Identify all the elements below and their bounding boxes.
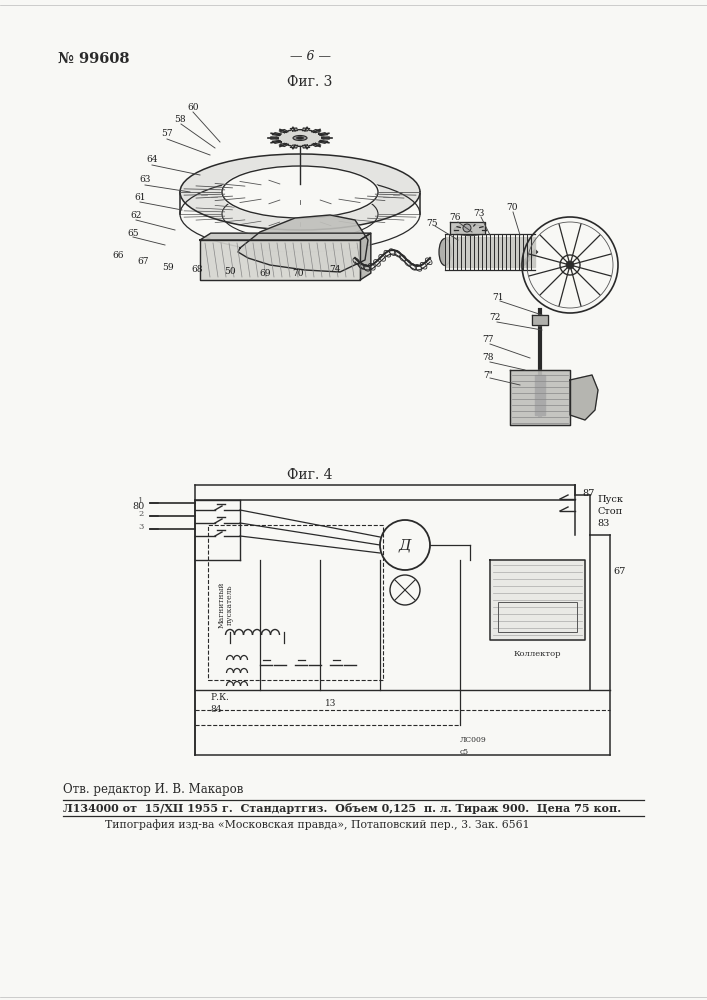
Bar [498, 602, 577, 632]
Text: Фиг. 4: Фиг. 4 [287, 468, 333, 482]
Text: 77: 77 [482, 336, 493, 344]
Text: Р.К.: Р.К. [210, 693, 229, 702]
Text: 7": 7" [483, 370, 493, 379]
Ellipse shape [220, 165, 380, 219]
Ellipse shape [293, 135, 307, 140]
Text: 80: 80 [133, 502, 145, 511]
Text: 74: 74 [329, 264, 341, 273]
Polygon shape [279, 130, 288, 133]
Text: 61: 61 [134, 194, 146, 202]
Text: — 6 —: — 6 — [289, 50, 330, 63]
Text: Отв. редактор И. В. Макаров: Отв. редактор И. В. Макаров [63, 783, 243, 796]
Text: Типография изд-ва «Московская правда», Потаповский пер., 3. Зак. 6561: Типография изд-ва «Московская правда», П… [105, 819, 530, 830]
Text: пускатель: пускатель [226, 585, 234, 625]
Text: 62: 62 [130, 211, 141, 220]
Text: 76: 76 [449, 214, 461, 223]
Polygon shape [322, 137, 329, 139]
Polygon shape [535, 375, 545, 415]
Polygon shape [312, 130, 321, 133]
Polygon shape [200, 233, 370, 240]
Text: Фиг. 3: Фиг. 3 [287, 75, 333, 89]
Text: 3: 3 [138, 523, 144, 531]
Ellipse shape [296, 137, 303, 139]
Text: 13: 13 [325, 699, 337, 708]
Text: 72: 72 [489, 314, 501, 322]
Text: 60: 60 [187, 103, 199, 111]
Polygon shape [312, 143, 321, 146]
Polygon shape [532, 315, 548, 325]
Text: 67: 67 [613, 566, 626, 576]
Polygon shape [272, 140, 281, 143]
Text: 1: 1 [138, 497, 144, 505]
Polygon shape [510, 370, 570, 425]
Text: 84: 84 [210, 705, 221, 714]
Text: 83: 83 [597, 518, 609, 528]
Text: Пуск: Пуск [597, 494, 623, 504]
Polygon shape [360, 233, 370, 280]
Polygon shape [238, 215, 368, 272]
Ellipse shape [180, 154, 420, 230]
Text: 69: 69 [259, 268, 271, 277]
Text: 65: 65 [127, 229, 139, 237]
Text: 2: 2 [138, 510, 144, 518]
Text: 64: 64 [146, 155, 158, 164]
Text: 70: 70 [506, 204, 518, 213]
Text: Стоп: Стоп [597, 506, 622, 516]
Text: c5: c5 [460, 748, 469, 756]
Polygon shape [279, 143, 288, 146]
Polygon shape [445, 237, 535, 267]
Text: 71: 71 [492, 294, 504, 302]
Polygon shape [319, 133, 328, 136]
Bar [208, 525, 383, 680]
Text: 70: 70 [292, 268, 304, 277]
Text: № 99608: № 99608 [58, 52, 129, 66]
Polygon shape [291, 128, 298, 131]
Text: Коллектор: Коллектор [513, 650, 561, 658]
Text: 57: 57 [161, 129, 173, 138]
Text: 59: 59 [162, 262, 174, 271]
Text: 68: 68 [192, 265, 203, 274]
Ellipse shape [439, 238, 451, 265]
Polygon shape [291, 145, 298, 148]
Text: Л134000 от  15/XII 1955 г.  Стандартгиз.  Объем 0,125  п. л. Тираж 900.  Цена 75: Л134000 от 15/XII 1955 г. Стандартгиз. О… [63, 803, 621, 814]
Polygon shape [570, 375, 598, 420]
Text: 75: 75 [426, 219, 438, 228]
Text: 66: 66 [112, 250, 124, 259]
Polygon shape [303, 145, 310, 148]
Text: 73: 73 [473, 209, 485, 218]
Polygon shape [200, 240, 360, 280]
Circle shape [463, 224, 471, 232]
Polygon shape [490, 560, 585, 640]
Text: ЛС009: ЛС009 [460, 736, 486, 744]
Polygon shape [271, 137, 278, 139]
Text: Магнитный: Магнитный [218, 582, 226, 628]
Ellipse shape [454, 224, 486, 236]
Text: 58: 58 [174, 114, 186, 123]
Text: 50: 50 [224, 267, 236, 276]
Circle shape [566, 261, 574, 269]
Text: 78: 78 [482, 354, 493, 362]
Polygon shape [319, 140, 328, 143]
Text: 63: 63 [139, 176, 151, 184]
Polygon shape [303, 128, 310, 131]
Ellipse shape [276, 130, 325, 146]
Text: 87: 87 [582, 489, 595, 498]
Polygon shape [272, 133, 281, 136]
Text: Д: Д [399, 538, 411, 552]
Polygon shape [450, 222, 485, 234]
Text: 67: 67 [137, 257, 148, 266]
